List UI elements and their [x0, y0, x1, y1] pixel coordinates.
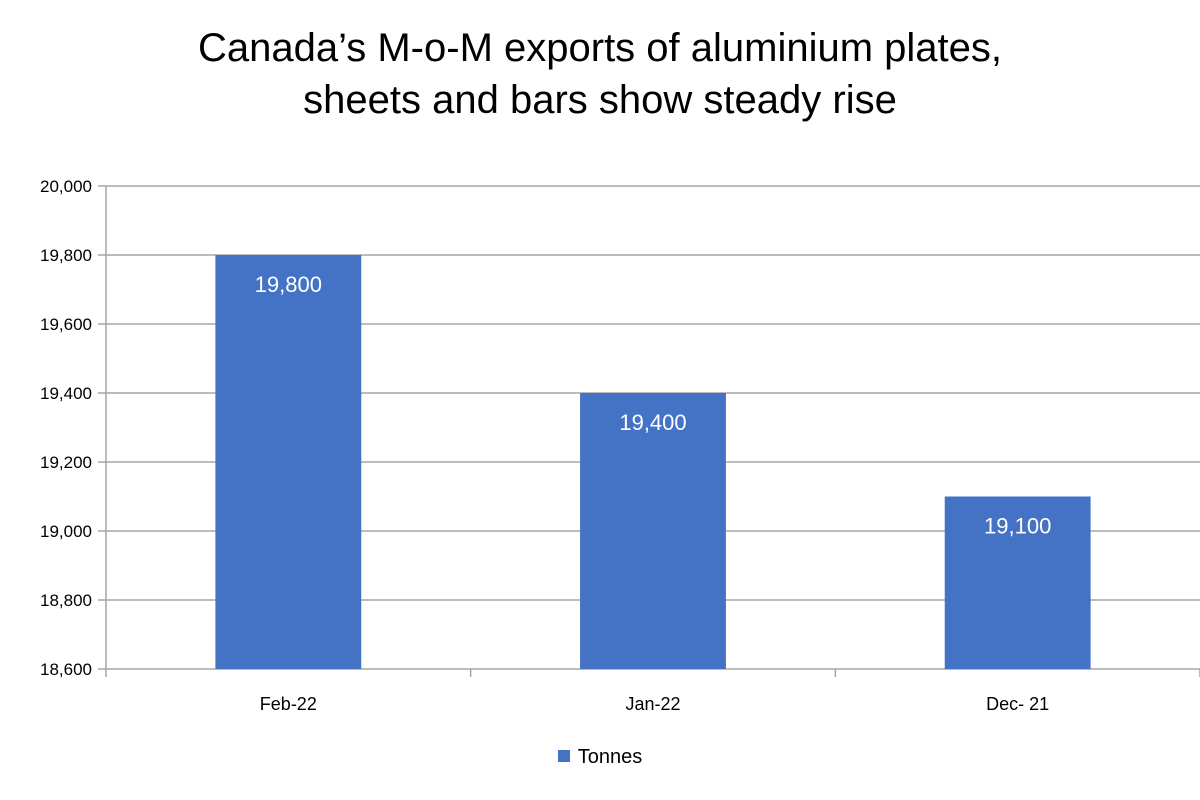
bar [580, 393, 726, 669]
x-tick-label: Dec- 21 [986, 694, 1049, 714]
y-tick-label: 18,600 [40, 660, 92, 679]
chart-title: Canada’s M-o-M exports of aluminium plat… [0, 22, 1200, 126]
y-tick-label: 19,800 [40, 246, 92, 265]
x-tick-label: Feb-22 [260, 694, 317, 714]
y-tick-label: 19,200 [40, 453, 92, 472]
data-label: 19,800 [255, 272, 322, 297]
y-tick-label: 19,400 [40, 384, 92, 403]
x-tick-label: Jan-22 [625, 694, 680, 714]
chart-title-line-1: Canada’s M-o-M exports of aluminium plat… [197, 26, 1003, 70]
chart-title-line-2: sheets and bars show steady rise [303, 78, 897, 122]
data-label: 19,400 [619, 410, 686, 435]
y-tick-label: 20,000 [40, 177, 92, 196]
legend-swatch-tonnes [557, 749, 570, 762]
legend-label-tonnes: Tonnes [577, 746, 643, 769]
y-tick-label: 18,800 [40, 591, 92, 610]
bar [944, 496, 1091, 669]
legend: Tonnes [0, 746, 1200, 769]
bar [215, 255, 362, 669]
data-label: 19,100 [984, 514, 1051, 539]
y-tick-label: 19,000 [40, 522, 92, 541]
y-tick-label: 19,600 [40, 315, 92, 334]
